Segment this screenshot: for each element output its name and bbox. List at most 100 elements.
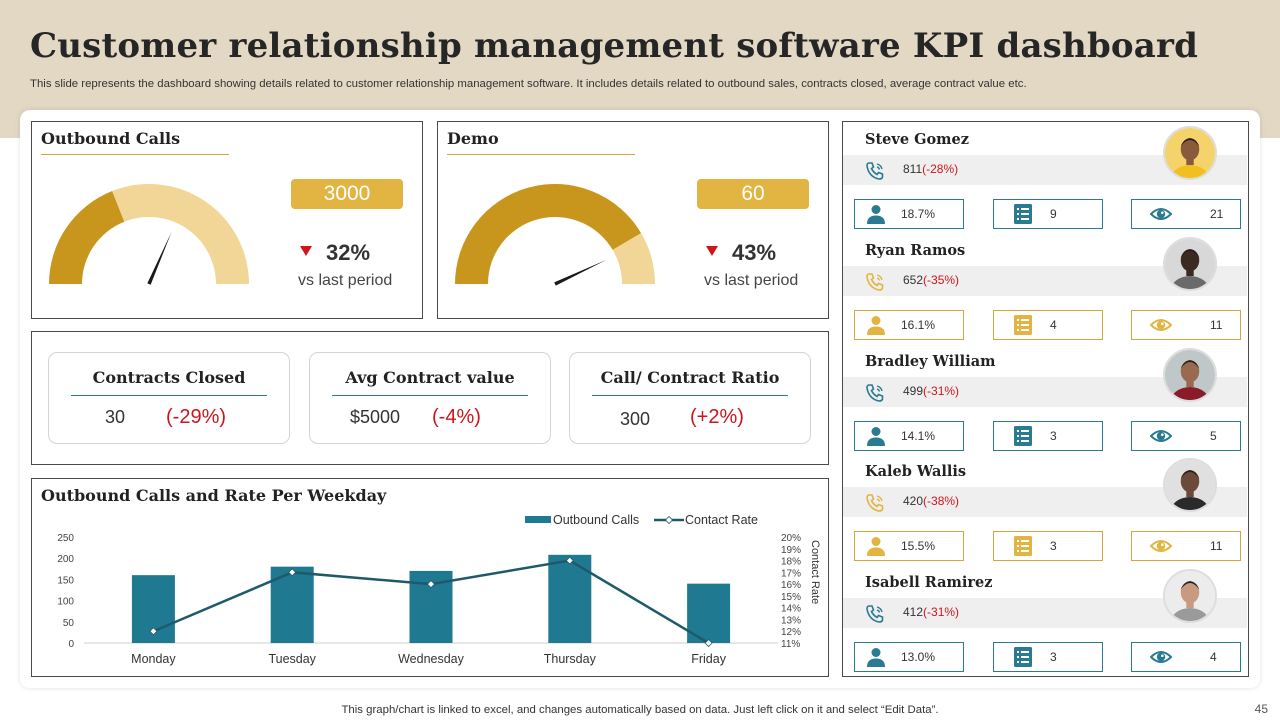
person-calls-value: 499 bbox=[903, 383, 924, 398]
demo-vs: vs last period bbox=[704, 272, 799, 289]
eye-icon bbox=[1149, 646, 1173, 668]
outbound-calls-delta-value: 32% bbox=[326, 240, 371, 265]
contact-rate-point bbox=[426, 580, 436, 589]
phone-icon bbox=[865, 493, 885, 513]
outbound-calls-delta: 32% bbox=[300, 240, 370, 266]
stat-value: 9 bbox=[1050, 207, 1057, 221]
person-row: Steve Gomez 811(-28%) 18.7% 9 21 bbox=[843, 122, 1249, 233]
y2-tick-label: 12% bbox=[781, 627, 801, 638]
stat-contracts: 3 bbox=[993, 642, 1103, 673]
person-calls-value: 652 bbox=[903, 272, 924, 287]
y2-tick-label: 15% bbox=[781, 592, 801, 603]
list-icon bbox=[1012, 425, 1034, 447]
person-calls-change: (-28%) bbox=[922, 162, 959, 176]
person-calls: 811(-28%) bbox=[903, 162, 958, 176]
x-tick-label: Wednesday bbox=[398, 652, 465, 666]
y2-tick-label: 17% bbox=[781, 568, 801, 579]
y-tick-label: 150 bbox=[57, 575, 74, 586]
eye-icon bbox=[1149, 425, 1173, 447]
gauge-filled-arc bbox=[455, 184, 642, 284]
stat-value: 3 bbox=[1050, 650, 1057, 665]
contact-rate-point bbox=[704, 638, 713, 648]
stat-views: 11 bbox=[1131, 309, 1241, 340]
stat-contracts: 4 bbox=[993, 309, 1103, 340]
y2-tick-label: 16% bbox=[781, 580, 801, 591]
stat-views: 4 bbox=[1131, 642, 1241, 673]
kpi-value: $5000 bbox=[350, 407, 401, 427]
chart-title: Outbound Calls and Rate Per Weekday bbox=[41, 486, 387, 505]
legend-label-outbound-calls: Outbound Calls bbox=[553, 513, 639, 527]
down-arrow-icon bbox=[300, 246, 312, 257]
demo-title: Demo bbox=[447, 129, 499, 148]
stat-value: 5 bbox=[1210, 428, 1217, 443]
stat-value: 4 bbox=[1050, 317, 1057, 332]
y-tick-label: 100 bbox=[57, 597, 74, 608]
outbound-calls-title: Outbound Calls bbox=[41, 129, 181, 148]
stat-value: 3 bbox=[1050, 539, 1057, 554]
gauge-needle bbox=[554, 259, 607, 286]
stat-value: 4 bbox=[1210, 650, 1217, 665]
user-icon bbox=[865, 203, 887, 225]
person-row: Kaleb Wallis 420(-38%) 15.5% 3 11 bbox=[843, 454, 1249, 565]
person-name: Isabell Ramirez bbox=[865, 574, 993, 592]
outbound-calls-vs: vs last period bbox=[298, 272, 393, 289]
stat-value: 16.1% bbox=[901, 317, 936, 332]
people-panel: Steve Gomez 811(-28%) 18.7% 9 21 Ryan Ra… bbox=[842, 121, 1249, 677]
avatar bbox=[1163, 569, 1217, 624]
legend-marker-contact-rate bbox=[664, 515, 674, 525]
stat-value: 13.0% bbox=[901, 650, 936, 665]
list-icon bbox=[1012, 314, 1034, 336]
person-calls-value: 412 bbox=[903, 605, 924, 620]
y2-tick-label: 19% bbox=[781, 545, 801, 556]
stat-conversion: 16.1% bbox=[854, 309, 964, 340]
x-tick-label: Thursday bbox=[544, 652, 597, 666]
y-tick-label: 0 bbox=[68, 639, 74, 650]
demo-delta-value: 43% bbox=[732, 240, 777, 265]
list-icon bbox=[1012, 646, 1034, 668]
page-title: Customer relationship management softwar… bbox=[30, 26, 1199, 66]
x-tick-label: Monday bbox=[131, 652, 176, 666]
demo-panel: Demo 60 43% vs last period bbox=[437, 121, 829, 319]
title-underline bbox=[41, 154, 229, 155]
person-calls: 420(-38%) bbox=[903, 494, 959, 508]
stat-views: 5 bbox=[1131, 420, 1241, 451]
eye-icon bbox=[1149, 314, 1173, 336]
phone-icon bbox=[865, 383, 885, 403]
y-tick-label: 50 bbox=[63, 618, 75, 629]
kpi-underline bbox=[71, 395, 267, 396]
stat-value: 14.1% bbox=[901, 428, 936, 443]
stat-conversion: 14.1% bbox=[854, 420, 964, 451]
person-calls-change: (-38%) bbox=[923, 494, 960, 509]
legend-label-contact-rate: Contact Rate bbox=[685, 513, 758, 527]
y-tick-label: 200 bbox=[57, 554, 74, 565]
gauge-needle bbox=[147, 231, 172, 285]
bar-outbound-calls bbox=[548, 554, 592, 643]
kpi-label: Contracts Closed bbox=[92, 368, 246, 387]
kpi-avg-contract-value: Avg Contract value $5000 (-4%) bbox=[309, 352, 551, 444]
demo-gauge bbox=[455, 184, 655, 286]
avatar bbox=[1163, 126, 1217, 180]
y2-tick-label: 11% bbox=[781, 639, 800, 650]
user-icon bbox=[865, 425, 887, 447]
stat-conversion: 15.5% bbox=[854, 531, 964, 562]
list-icon bbox=[1012, 203, 1034, 225]
y-tick-label: 250 bbox=[57, 533, 74, 544]
kpi-underline bbox=[592, 395, 788, 396]
stat-conversion: 18.7% bbox=[854, 199, 964, 229]
gauge-filled-arc bbox=[49, 191, 125, 284]
gauge-remaining-arc bbox=[112, 184, 249, 284]
person-calls: 412(-31%) bbox=[903, 605, 959, 619]
kpi-panel: Contracts Closed 30 (-29%) Avg Contract … bbox=[31, 331, 829, 465]
person-name: Kaleb Wallis bbox=[865, 463, 967, 481]
person-calls-change: (-31%) bbox=[923, 383, 960, 398]
user-icon bbox=[865, 535, 887, 557]
kpi-value: 30 bbox=[105, 407, 126, 427]
person-row: Bradley William 499(-31%) 14.1% 3 5 bbox=[843, 344, 1249, 455]
phone-icon bbox=[865, 272, 885, 292]
stat-views: 21 bbox=[1131, 199, 1241, 229]
y2-axis-label: Contact Rate bbox=[809, 540, 821, 604]
combo-chart: 0 50 100 150 200 250 11%12%13%14%15%16%17%18%1… bbox=[57, 513, 821, 666]
dashboard-card: Outbound Calls 3000 32% vs last period D… bbox=[20, 110, 1260, 688]
kpi-label: Call/ Contract Ratio bbox=[600, 368, 780, 387]
kpi-contracts-closed: Contracts Closed 30 (-29%) bbox=[48, 352, 290, 444]
